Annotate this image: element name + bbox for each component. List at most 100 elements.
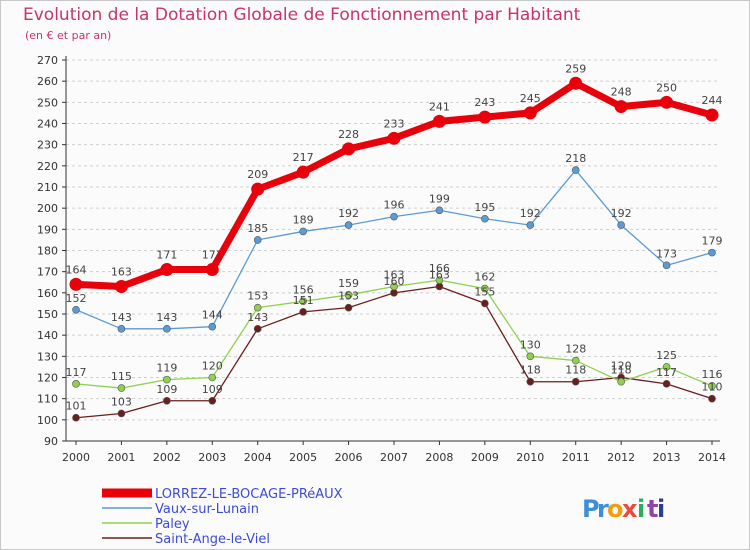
x-tick-label: 2007: [380, 451, 408, 464]
data-label: 209: [247, 168, 268, 181]
data-point: [205, 263, 219, 277]
data-label: 218: [565, 152, 586, 165]
data-label: 103: [111, 395, 132, 408]
data-label: 171: [202, 249, 223, 262]
y-tick-label: 120: [37, 372, 58, 385]
data-label: 110: [702, 381, 723, 394]
legend: LORREZ-LE-BOCAGE-PRéAUXVaux-sur-LunainPa…: [102, 487, 343, 547]
x-tick-label: 2010: [516, 451, 544, 464]
data-labels: 164 163 171 171 209 217 228 233 241 243 245 259 248 2…: [66, 62, 723, 412]
data-label: 152: [66, 292, 87, 305]
data-point: [708, 382, 716, 390]
data-point: [299, 227, 307, 236]
x-tick-label: 2005: [289, 451, 317, 464]
data-point: [526, 377, 535, 386]
data-point: [523, 106, 537, 120]
data-label: 195: [474, 201, 495, 214]
data-label: 179: [702, 235, 723, 248]
data-point: [344, 291, 353, 299]
data-point: [435, 282, 444, 291]
data-label: 199: [429, 192, 450, 205]
data-label: 250: [656, 81, 677, 94]
data-label: 164: [66, 263, 87, 276]
y-tick-label: 250: [37, 96, 58, 109]
data-point: [708, 248, 716, 257]
data-label: 118: [565, 364, 586, 377]
brand-letter: o: [607, 495, 624, 523]
data-point: [705, 108, 719, 122]
y-tick-label: 210: [37, 181, 58, 194]
y-tick-label: 130: [37, 350, 58, 363]
series-line-3: [75, 285, 713, 419]
data-point: [117, 409, 126, 418]
data-point: [432, 114, 446, 128]
data-label: 118: [611, 364, 632, 377]
data-point: [117, 325, 126, 333]
data-label: 109: [156, 383, 177, 396]
data-point: [344, 303, 353, 312]
data-label: 243: [474, 96, 495, 109]
data-label: 144: [202, 309, 223, 322]
data-point: [253, 325, 262, 333]
x-tick-label: 2001: [107, 451, 135, 464]
data-point: [617, 221, 625, 229]
data-label: 101: [66, 400, 87, 413]
data-label: 125: [656, 349, 677, 362]
x-tick-label: 2000: [62, 451, 90, 464]
data-point: [571, 356, 580, 365]
y-tick-label: 190: [37, 223, 58, 236]
data-label: 166: [429, 262, 450, 275]
data-label: 171: [156, 249, 177, 262]
data-label: 143: [156, 311, 177, 324]
y-tick-label: 160: [37, 287, 58, 300]
data-label: 248: [611, 86, 632, 99]
data-point: [571, 166, 580, 174]
chart-title: Evolution de la Dotation Globale de Fonc…: [23, 5, 581, 25]
data-label: 130: [520, 338, 541, 351]
data-point: [253, 303, 262, 312]
data-point: [571, 377, 580, 386]
data-label: 118: [520, 364, 541, 377]
legend-label: Saint-Ange-le-Viel: [155, 532, 270, 547]
data-label: 128: [565, 343, 586, 356]
data-label: 259: [565, 62, 586, 75]
data-label: 189: [293, 213, 314, 226]
data-point: [662, 380, 671, 388]
x-tick-label: 2006: [335, 451, 363, 464]
y-tick-label: 180: [37, 245, 58, 258]
data-label: 153: [247, 290, 268, 303]
brand-letter: t: [647, 495, 658, 523]
data-label: 159: [338, 277, 359, 290]
data-point: [390, 282, 398, 291]
y-tick-label: 230: [37, 139, 58, 152]
x-tick-label: 2011: [562, 451, 590, 464]
data-label: 196: [384, 199, 405, 212]
x-tick-label: 2014: [698, 451, 726, 464]
data-point: [208, 322, 217, 331]
data-label: 155: [474, 285, 495, 298]
chart-subtitle: (en € et par an): [25, 29, 112, 42]
data-point: [614, 100, 628, 114]
data-label: 156: [293, 283, 314, 296]
data-point: [342, 142, 356, 156]
data-point: [253, 236, 262, 244]
brand-letter: r: [597, 495, 609, 523]
data-label: 151: [293, 294, 314, 307]
data-point: [299, 297, 307, 306]
legend-label: LORREZ-LE-BOCAGE-PRéAUX: [155, 487, 343, 502]
axes: 90 100 110 120 130 140 150 160 170 180 190 200 210 22…: [37, 54, 726, 464]
x-tick-label: 2008: [425, 451, 453, 464]
data-label: 233: [384, 117, 405, 130]
data-point: [481, 284, 489, 293]
y-tick-label: 200: [37, 202, 58, 215]
data-label: 217: [293, 151, 314, 164]
legend-label: Paley: [155, 517, 190, 532]
data-label: 117: [66, 366, 87, 379]
data-label: 115: [111, 370, 132, 383]
data-point: [344, 221, 353, 229]
data-label: 185: [247, 222, 268, 235]
x-tick-label: 2002: [153, 451, 181, 464]
legend-label: Vaux-sur-Lunain: [155, 502, 259, 517]
data-point: [296, 165, 310, 179]
